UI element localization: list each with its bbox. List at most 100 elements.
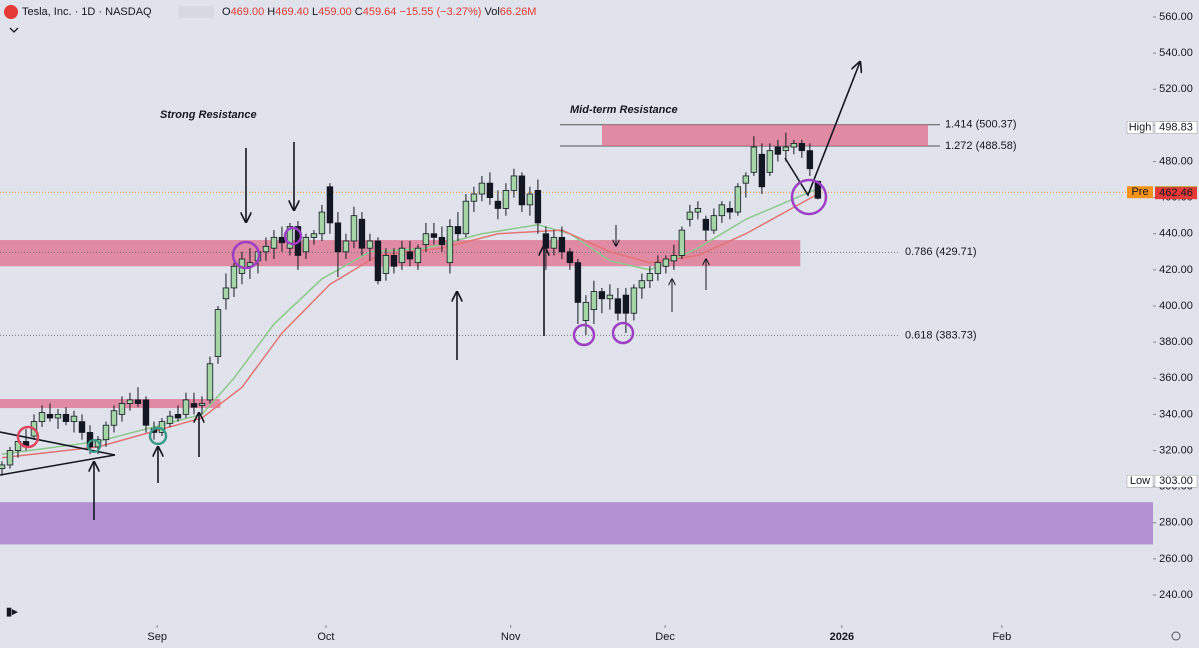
candle-body: [174, 413, 182, 419]
price-tag-label-box: [1127, 186, 1153, 199]
candle-body: [678, 229, 686, 256]
candle-body: [414, 247, 422, 264]
fib-label: 0.786 (429.71): [905, 246, 977, 258]
chevron[interactable]: [9, 27, 19, 33]
resistance-zone: [602, 124, 928, 146]
candle-body: [790, 143, 798, 148]
candle-body: [102, 424, 110, 441]
price-tag-label: Low: [1130, 475, 1150, 487]
quote-value: 66.26M: [500, 6, 537, 18]
price-tag-label: High: [1129, 121, 1152, 133]
arrow: [784, 62, 860, 197]
candle-body: [686, 211, 694, 220]
candle-body: [750, 146, 758, 173]
tv-logo: ▮▸: [6, 606, 18, 618]
candle-body: [166, 415, 174, 424]
candle-body: [46, 413, 54, 419]
candle-body: [558, 236, 566, 253]
candle-body: [374, 240, 382, 282]
y-tick-label: 440.00: [1159, 228, 1193, 240]
candle-body: [758, 153, 766, 188]
candle-body: [510, 175, 518, 191]
plot-area: 1.414 (500.37) 1.272 (488.58) 0.786 (429.7…: [0, 11, 1198, 643]
quote-label: H: [267, 6, 275, 18]
settings-icon[interactable]: [1171, 631, 1181, 641]
quote-label: L: [312, 6, 318, 18]
candle-body: [286, 226, 294, 249]
candle-body: [398, 247, 406, 264]
candle-body: [126, 399, 134, 404]
icons: [178, 6, 214, 18]
quote-value: −15.55 (−3.27%): [399, 6, 481, 18]
quote-label: C: [355, 6, 363, 18]
candle-body: [566, 251, 574, 264]
annotation: Mid-term Resistance: [570, 104, 678, 116]
y-tick-label: 280.00: [1159, 517, 1193, 529]
candle-body: [766, 150, 774, 173]
candle-body: [550, 236, 558, 249]
candle-body: [470, 193, 478, 202]
candle-body: [710, 215, 718, 231]
price-tag-value: 303.00: [1159, 475, 1193, 487]
candle-body: [326, 186, 334, 224]
candle-body: [622, 294, 630, 314]
y-tick-label: 540.00: [1159, 47, 1193, 59]
candle-body: [358, 218, 366, 249]
candle-body: [382, 255, 390, 274]
y-tick-label: 340.00: [1159, 408, 1193, 420]
y-tick-label: 480.00: [1159, 155, 1193, 167]
y-tick-label: 400.00: [1159, 300, 1193, 312]
y-tick-label: 420.00: [1159, 264, 1193, 276]
candle-body: [430, 233, 438, 238]
candle-body: [614, 298, 622, 314]
price-tag: [1155, 187, 1197, 200]
logo: [4, 5, 18, 19]
candle-body: [334, 222, 342, 253]
candle-body: [638, 280, 646, 289]
candle-body: [446, 226, 454, 264]
candle-body: [142, 399, 150, 426]
candle-body: [190, 403, 198, 408]
candle-body: [350, 215, 358, 242]
x-tick-label: 2026: [830, 631, 854, 643]
candle-body: [0, 464, 6, 469]
candle-body: [590, 291, 598, 311]
candle-body: [54, 413, 62, 419]
candle-body: [518, 175, 526, 206]
x-tick-label: Sep: [147, 631, 167, 643]
candle-body: [390, 255, 398, 267]
y-tick-label: 380.00: [1159, 336, 1193, 348]
candle-body: [782, 146, 790, 152]
candle-body: [110, 410, 118, 426]
candle-body: [262, 245, 270, 253]
y-tick-label: 320.00: [1159, 444, 1193, 456]
candle-body: [726, 208, 734, 213]
candle-body: [702, 218, 710, 231]
marker-circle: [572, 323, 596, 347]
x-tick-label: Dec: [655, 631, 675, 643]
candle-body: [6, 450, 14, 466]
candle-body: [630, 287, 638, 314]
candle-body: [606, 294, 614, 300]
candle-body: [438, 236, 446, 245]
quote-label: Vol: [484, 6, 499, 18]
quote-label: O: [222, 6, 231, 18]
candle-body: [94, 439, 102, 448]
candle-body: [62, 413, 70, 423]
candle-body: [214, 309, 222, 357]
candle-body: [422, 233, 430, 245]
candle-body: [694, 208, 702, 213]
candle-body: [302, 236, 310, 253]
marker-circle: [231, 240, 261, 270]
price-tag: [1154, 474, 1198, 488]
candle-body: [366, 240, 374, 249]
marker-circle: [16, 425, 40, 449]
candle-body: [646, 273, 654, 282]
y-tick-label: 560.00: [1159, 11, 1193, 23]
marker-circle: [283, 226, 303, 246]
candle-body: [230, 265, 238, 289]
candle-body: [462, 200, 470, 235]
x-tick-label: Oct: [317, 631, 334, 643]
y-tick-label: 520.00: [1159, 83, 1193, 95]
